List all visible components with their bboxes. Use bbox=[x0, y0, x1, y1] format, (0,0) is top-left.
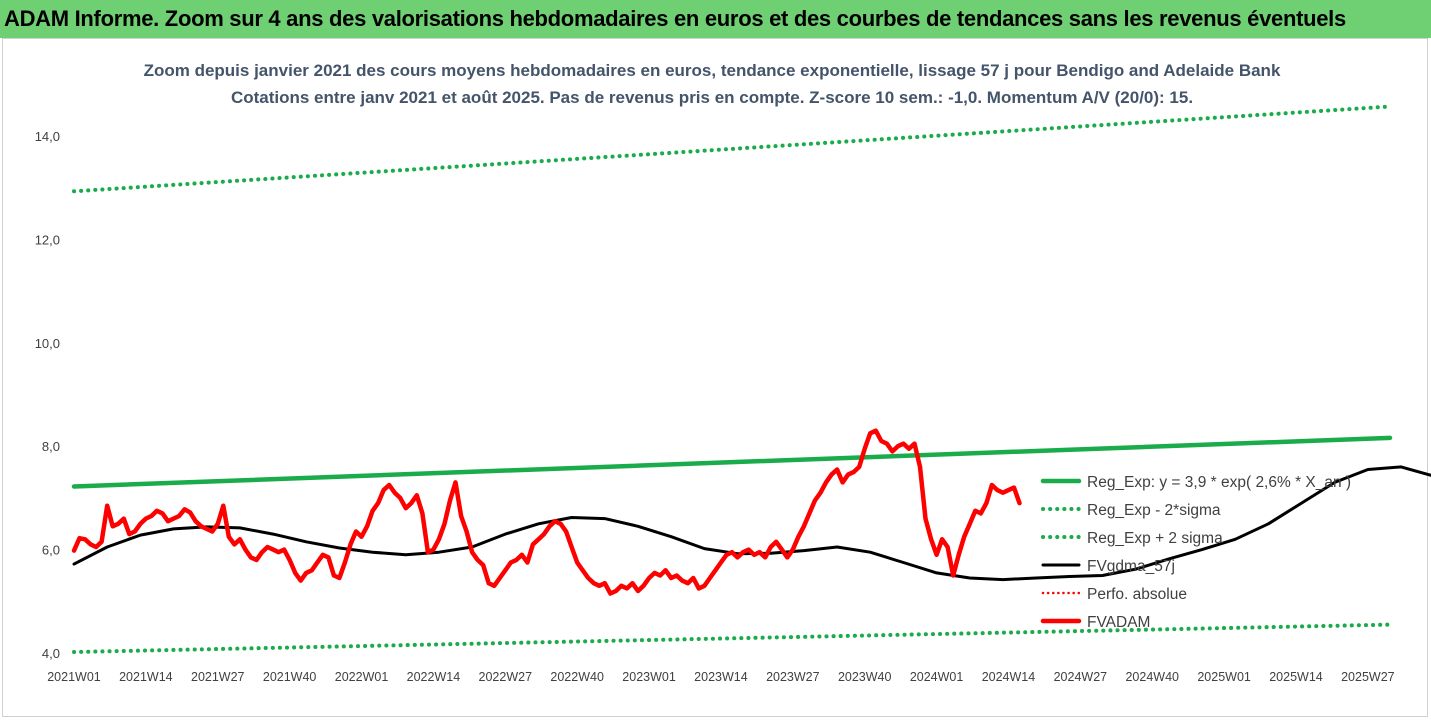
legend-label: Reg_Exp + 2 sigma bbox=[1087, 530, 1223, 547]
legend-label: Perfo. absolue bbox=[1087, 586, 1187, 603]
axes: 4,0 6,0 8,0 10,0 12,0 14,0 2021W01 2021W14 2021W… bbox=[35, 129, 1395, 684]
x-tick-label: 2021W40 bbox=[263, 670, 317, 684]
series-line-reg-exp-2-sigma bbox=[72, 622, 1392, 654]
x-tick-label: 2025W01 bbox=[1197, 670, 1251, 684]
x-tick-label: 2022W01 bbox=[335, 670, 389, 684]
y-tick-label: 6,0 bbox=[42, 543, 60, 558]
x-tick-label: 2024W01 bbox=[910, 670, 964, 684]
x-tick-label: 2023W40 bbox=[838, 670, 892, 684]
banner-title: ADAM Informe. Zoom sur 4 ans des valoris… bbox=[4, 6, 1346, 31]
y-tick-label: 8,0 bbox=[42, 439, 60, 454]
x-tick-label: 2022W14 bbox=[407, 670, 461, 684]
chart-frame bbox=[2, 38, 1428, 717]
series-line-fvgdma-57j bbox=[72, 465, 1431, 582]
x-tick-label: 2024W14 bbox=[982, 670, 1036, 684]
x-tick-label: 2025W14 bbox=[1269, 670, 1323, 684]
x-tick-label: 2023W27 bbox=[766, 670, 820, 684]
x-tick-label: 2024W27 bbox=[1054, 670, 1108, 684]
chart-title: Zoom depuis janvier 2021 des cours moyen… bbox=[144, 61, 1281, 80]
y-tick-label: 10,0 bbox=[35, 336, 60, 351]
legend-label: FVgdma_57j bbox=[1087, 558, 1175, 575]
series-line-fvadam bbox=[71, 428, 1022, 596]
legend-label: Reg_Exp - 2*sigma bbox=[1087, 502, 1221, 519]
x-tick-label: 2025W27 bbox=[1341, 670, 1395, 684]
y-tick-label: 14,0 bbox=[35, 129, 60, 144]
x-tick-label: 2021W01 bbox=[47, 670, 101, 684]
legend: Reg_Exp: y = 3,9 * exp( 2,6% * X_an ) Reg… bbox=[1040, 474, 1351, 631]
legend-label: Reg_Exp: y = 3,9 * exp( 2,6% * X_an ) bbox=[1087, 474, 1351, 491]
series-line-reg-exp-2-sigma bbox=[72, 104, 1392, 194]
x-tick-label: 2022W27 bbox=[479, 670, 533, 684]
x-tick-label: 2021W27 bbox=[191, 670, 245, 684]
y-tick-label: 12,0 bbox=[35, 232, 60, 247]
y-tick-label: 4,0 bbox=[42, 646, 60, 661]
x-tick-label: 2021W14 bbox=[119, 670, 173, 684]
x-tick-label: 2023W01 bbox=[622, 670, 676, 684]
chart-subtitle: Cotations entre janv 2021 et août 2025. … bbox=[231, 88, 1193, 107]
x-tick-label: 2024W40 bbox=[1125, 670, 1179, 684]
legend-label: FVADAM bbox=[1087, 614, 1150, 631]
x-tick-label: 2022W40 bbox=[550, 670, 604, 684]
plot-area bbox=[71, 104, 1431, 654]
report-banner: ADAM Informe. Zoom sur 4 ans des valoris… bbox=[0, 0, 1431, 38]
series-line-reg-exp bbox=[71, 435, 1393, 489]
x-tick-label: 2023W14 bbox=[694, 670, 748, 684]
